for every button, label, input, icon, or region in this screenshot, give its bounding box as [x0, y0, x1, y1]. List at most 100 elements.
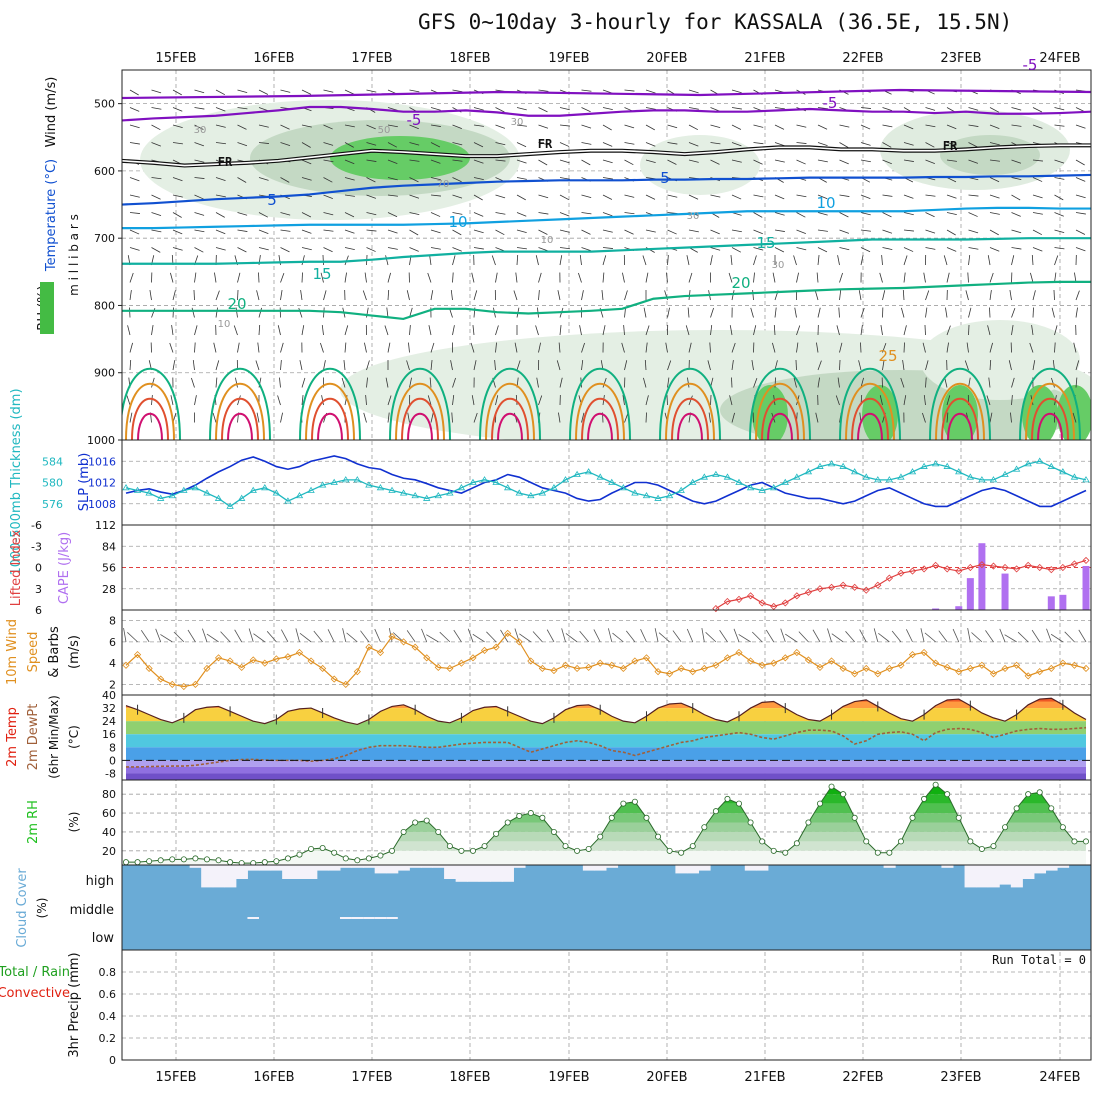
wind-barb	[366, 159, 377, 162]
surface-wind-barb	[140, 630, 150, 643]
surface-wind-barb	[765, 629, 775, 643]
cloud-high-clear	[606, 865, 619, 868]
wind-barb	[1011, 107, 1022, 111]
wind-barb	[172, 107, 183, 112]
rh-point	[874, 849, 881, 856]
wind-barb	[323, 194, 333, 199]
wind-barb	[215, 247, 226, 251]
wind-barb	[409, 89, 420, 93]
thickness-point	[203, 489, 211, 496]
wind-barb	[1054, 177, 1065, 180]
tick-label: 60	[102, 807, 116, 820]
wind-barb	[538, 395, 543, 406]
surface-wind-barb	[985, 630, 994, 643]
surface-wind-barb	[672, 630, 682, 643]
thickness-point	[850, 468, 859, 475]
wind-barb	[882, 107, 893, 111]
wind-barb	[645, 124, 655, 131]
wind-speed-point	[596, 659, 604, 667]
wind-barb	[471, 272, 475, 283]
wind-barb	[925, 307, 928, 318]
surface-wind-barb	[486, 631, 497, 643]
wind-barb	[514, 342, 518, 353]
thickness-point	[758, 486, 766, 493]
isotherm-loop	[485, 382, 535, 440]
isotherm-label: 20	[731, 274, 750, 292]
wind-barb	[215, 229, 226, 235]
lifted-index-point	[932, 561, 940, 569]
rh-point	[134, 859, 141, 866]
wind-barb	[1011, 255, 1015, 266]
wind-barb	[796, 142, 807, 144]
wind-barb	[215, 177, 226, 181]
wind-barb	[322, 254, 324, 266]
wind-barb	[430, 212, 441, 217]
wind-barb	[581, 412, 585, 423]
wind-barb	[731, 412, 735, 423]
tick-label: 6	[109, 636, 116, 649]
wind-barb	[1051, 307, 1055, 318]
wind-barb	[149, 290, 152, 301]
wind-barb	[387, 159, 398, 164]
temperature-bands	[126, 698, 1086, 780]
wind-barb	[516, 212, 527, 217]
wind-barb	[814, 290, 819, 301]
wind-barb	[796, 247, 807, 251]
isotherm-loop	[221, 397, 259, 440]
axis-label-thickness: 1000-500mb Thickness (dm)	[9, 388, 24, 575]
wind-barb	[471, 395, 475, 406]
wind-barb	[989, 342, 993, 353]
isotherm-loop	[587, 412, 613, 440]
thickness-point	[1082, 476, 1090, 483]
thickness-point	[399, 489, 408, 496]
wind-barb	[667, 142, 678, 145]
wind-barb	[1075, 159, 1085, 166]
lifted-index-point	[1059, 563, 1067, 572]
wind-speed-point	[469, 654, 477, 662]
thickness-point	[816, 462, 824, 469]
wind-barb	[430, 159, 441, 164]
rh-point	[770, 847, 777, 854]
wind-barb	[943, 255, 948, 266]
lifted-index-point	[989, 562, 998, 570]
thickness-point	[122, 484, 130, 491]
surface-wind-barb	[701, 628, 705, 642]
wind-barb	[860, 325, 863, 336]
wind-barb	[301, 395, 304, 406]
wind-barb	[344, 229, 355, 234]
wind-barb	[277, 395, 281, 406]
wind-barb	[538, 342, 541, 353]
cloud-layer-label: low	[92, 931, 115, 946]
wind-speed-point	[932, 659, 940, 667]
wind-barb	[946, 412, 949, 423]
wind-barb	[773, 324, 776, 336]
tick-label: 8	[109, 615, 116, 628]
wind-barb	[538, 159, 548, 166]
wind-barb	[365, 395, 367, 406]
wind-barb	[387, 342, 391, 353]
rh-contour-label: 30	[511, 117, 524, 128]
wind-barb	[258, 212, 269, 218]
isotherm-label: 5	[660, 169, 670, 187]
isotherm-loop	[761, 397, 799, 440]
wind-barb	[622, 272, 625, 283]
cloud-middle-clear	[386, 917, 398, 919]
run-total: Run Total = 0	[992, 953, 1086, 967]
rh-point	[157, 857, 164, 864]
surface-wind-barb	[798, 631, 809, 643]
wind-speed-point	[214, 654, 223, 662]
lifted-index-point	[804, 588, 812, 596]
wind-barb	[796, 212, 806, 218]
wind-barb	[796, 342, 799, 353]
wind-barb	[839, 290, 842, 301]
rh-point	[944, 791, 951, 798]
rh-point	[1048, 805, 1055, 812]
cloud-high-clear	[976, 865, 989, 888]
day-label-top: 20FEB	[646, 51, 687, 66]
wind-barb	[688, 395, 693, 406]
wind-speed-point	[434, 663, 442, 671]
thickness-point	[584, 468, 593, 475]
wind-barb	[387, 142, 398, 148]
tick-label: 1000	[87, 434, 115, 447]
cloud-high-clear	[305, 865, 318, 879]
